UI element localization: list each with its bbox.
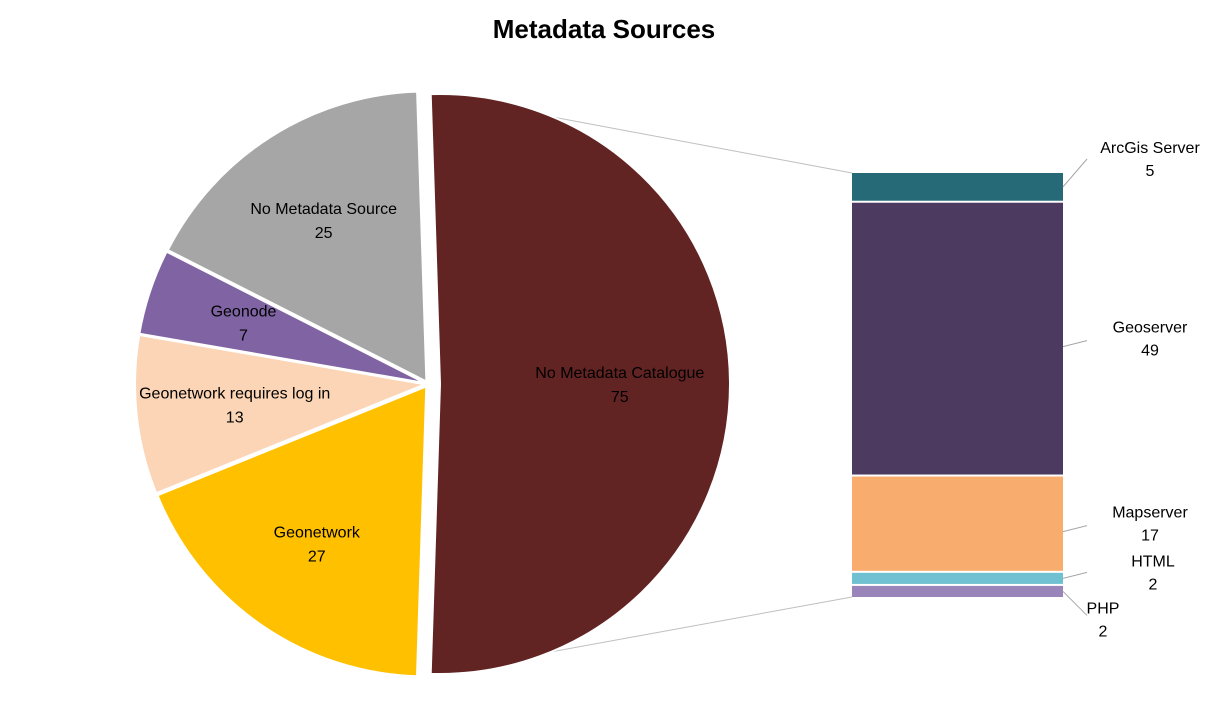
pie-slice-geonetwork: [156, 384, 428, 678]
bar-value-geoserver: 49: [1141, 343, 1159, 360]
leader-line-mapserver: [1062, 525, 1088, 533]
bar-value-html: 2: [1149, 576, 1158, 593]
bar-label-geoserver: Geoserver: [1113, 320, 1188, 337]
bar-segment-php: [852, 585, 1063, 597]
bar-label-mapserver: Mapserver: [1112, 505, 1188, 522]
pie-value-geonetwork-requires-log-in: 13: [226, 410, 244, 427]
pie-slice-geonode: [138, 250, 426, 385]
pie-value-geonetwork: 27: [308, 548, 326, 565]
bar-value-arcgis-server: 5: [1146, 163, 1155, 180]
pie-value-no-metadata-source: 25: [315, 225, 333, 242]
leader-line-arcgis-server: [1062, 158, 1088, 188]
bar-label-arcgis-server: ArcGis Server: [1100, 140, 1200, 157]
leader-line-php: [1062, 591, 1088, 616]
bar-segment-geoserver: [852, 202, 1063, 475]
leader-line-html: [1062, 571, 1088, 579]
pie-label-geonetwork: Geonetwork: [274, 524, 361, 541]
pie-slice-no-metadata-catalogue: [429, 93, 731, 675]
bar-label-php: PHP: [1087, 600, 1120, 617]
bar-value-php: 2: [1099, 623, 1108, 640]
pie-label-no-metadata-catalogue: No Metadata Catalogue: [535, 365, 704, 382]
bar-label-html: HTML: [1131, 553, 1175, 570]
pie-value-geonode: 7: [239, 328, 248, 345]
chart-title: Metadata Sources: [493, 14, 716, 44]
bar-segment-arcgis-server: [852, 173, 1063, 201]
pie-label-geonode: Geonode: [211, 304, 277, 321]
pie-label-geonetwork-requires-log-in: Geonetwork requires log in: [139, 386, 330, 403]
pie-slice-geonetwork-requires-log-in: [134, 333, 429, 495]
pie-slice-no-metadata-source: [166, 90, 428, 384]
bar-value-mapserver: 17: [1141, 528, 1159, 545]
bar-segment-mapserver: [852, 476, 1063, 571]
pie-label-no-metadata-source: No Metadata Source: [250, 201, 397, 218]
pie-value-no-metadata-catalogue: 75: [611, 389, 629, 406]
bar-segment-html: [852, 572, 1063, 584]
leader-line-geoserver: [1062, 340, 1088, 348]
